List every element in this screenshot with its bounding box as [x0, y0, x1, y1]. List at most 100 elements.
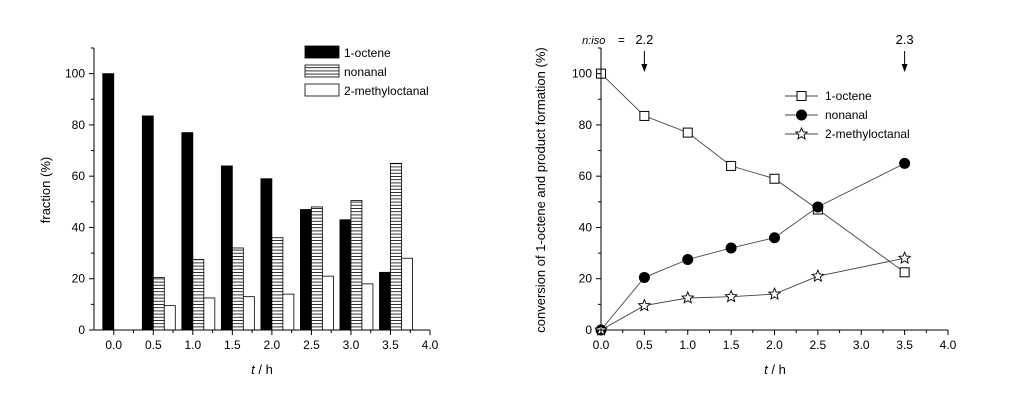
line-x-tick-label: 4.0	[940, 338, 957, 352]
bar-x-tick-label: 1.0	[184, 338, 201, 352]
legend-label-1-octene: 1-octene	[825, 89, 872, 103]
legend-label-2-methyloctanal: 2-methyloctanal	[825, 127, 910, 141]
data-point-2-methyloctanal	[637, 298, 652, 312]
bar-nonanal-3	[350, 200, 363, 331]
bar-1-octene-2	[260, 178, 273, 331]
bar-y-tick-label: 100	[65, 67, 85, 81]
line-chart-annotations: n:iso = 2.2 2.3	[582, 32, 914, 72]
bar-chart-axes: 0.0 0.5 1.0 1.5 2.0 2.5 3.0 3.5 4.0 0 20 40 60 80 100	[65, 47, 439, 352]
bar-x-tick-label: 3.5	[382, 338, 399, 352]
data-point-1-octene	[639, 110, 650, 121]
bar-chart-xlabel: t / h	[251, 362, 273, 377]
legend-label-nonanal: nonanal	[825, 108, 868, 122]
bar-nonanal-2	[271, 237, 284, 331]
legend-marker-1-octene	[796, 91, 807, 101]
bar-2-methyloctanal-0.5	[163, 305, 176, 331]
bar-nonanal-0.5	[152, 277, 165, 331]
data-point-1-octene	[899, 267, 910, 278]
data-point-nonanal	[638, 271, 650, 283]
data-point-nonanal	[682, 254, 694, 265]
bar-x-tick-label: 0.0	[105, 338, 122, 352]
bar-2-methyloctanal-2.5	[322, 275, 334, 331]
annotation-arrow-head	[901, 64, 908, 72]
data-point-1-octene	[769, 173, 780, 184]
line-chart-xlabel: t / h	[764, 362, 786, 377]
line-x-tick-label: 0.5	[636, 338, 653, 352]
bar-chart-xlabel-unit: / h	[255, 362, 273, 377]
line-chart-xlabel-var: t	[764, 362, 769, 377]
legend-swatch-2-methyloctanal	[304, 83, 340, 97]
legend-swatch-1-octene	[304, 45, 340, 59]
bar-y-tick-label: 0	[78, 323, 85, 337]
line-y-tick-label: 100	[572, 67, 592, 81]
annotation-value: 2.2	[635, 32, 653, 47]
bar-chart-ylabel: fraction (%)	[38, 157, 53, 223]
legend-marker-nonanal	[796, 109, 807, 121]
bar-2-methyloctanal-3	[361, 283, 374, 331]
bar-y-tick-label: 40	[72, 220, 86, 234]
line-x-tick-label: 2.0	[766, 338, 783, 352]
bar-x-tick-label: 2.0	[264, 338, 281, 352]
line-y-tick-label: 0	[585, 323, 592, 337]
bar-x-tick-label: 0.5	[145, 338, 162, 352]
line-chart-legend: 1-octene nonanal 2-methyloctanal	[785, 89, 910, 141]
line-chart-ylabel: conversion of 1-octene and product forma…	[533, 47, 548, 332]
bar-nonanal-3.5	[390, 162, 402, 331]
line-x-tick-label: 2.5	[810, 338, 827, 352]
bar-y-tick-label: 20	[72, 272, 86, 286]
bar-chart-legend: 1-octene nonanal 2-methyloctanal	[304, 45, 429, 98]
data-point-2-methyloctanal	[680, 290, 695, 304]
data-point-nonanal	[769, 232, 780, 244]
line-y-tick-label: 60	[579, 169, 593, 183]
legend-label-2-methyloctanal: 2-methyloctanal	[344, 84, 429, 98]
annotation-niso-label: n:iso	[582, 35, 605, 47]
bar-y-tick-label: 80	[72, 118, 86, 132]
data-point-1-octene	[726, 160, 737, 171]
bar-1-octene-1	[181, 132, 194, 331]
bar-y-tick-label: 60	[72, 169, 86, 183]
data-point-nonanal	[725, 242, 737, 254]
data-point-nonanal	[899, 157, 911, 169]
bar-1-octene-0.5	[141, 115, 154, 331]
line-x-tick-label: 3.5	[896, 338, 913, 352]
bar-x-tick-label: 2.5	[303, 338, 320, 352]
bar-chart: 0.0 0.5 1.0 1.5 2.0 2.5 3.0 3.5 4.0020406080100 …	[38, 45, 439, 377]
line-y-tick-label: 80	[579, 118, 593, 132]
line-x-tick-label: 3.0	[853, 338, 870, 352]
bar-nonanal-2.5	[311, 206, 323, 331]
bar-x-tick-label: 1.5	[224, 338, 241, 352]
bar-1-octene-1.5	[220, 165, 233, 331]
line-x-tick-label: 0.0	[593, 338, 610, 352]
data-point-2-methyloctanal	[811, 268, 825, 282]
bar-chart-xlabel-var: t	[251, 362, 256, 377]
annotation-equals: =	[618, 33, 625, 47]
bar-2-methyloctanal-2	[282, 293, 295, 331]
bar-2-methyloctanal-3.5	[401, 257, 413, 331]
line-x-tick-label: 1.0	[679, 338, 696, 352]
legend-label-1-octene: 1-octene	[344, 46, 391, 60]
line-chart-axes: 0.0 0.5 1.0 1.5 2.0 2.5 3.0 3.5 4.0 0 20 40 60 80 100	[572, 47, 957, 352]
line-x-tick-label: 1.5	[723, 338, 740, 352]
legend-marker-2-methyloctanal	[794, 126, 809, 140]
legend-label-nonanal: nonanal	[344, 65, 387, 79]
bar-nonanal-1.5	[231, 247, 244, 331]
annotation-value: 2.3	[896, 32, 914, 47]
line-chart-xlabel-unit: / h	[768, 362, 786, 377]
data-point-nonanal	[812, 201, 824, 213]
bar-x-tick-label: 4.0	[422, 338, 439, 352]
line-y-tick-label: 40	[579, 220, 593, 234]
bar-1-octene-3	[339, 219, 352, 331]
legend-swatch-nonanal	[304, 64, 340, 78]
bar-1-octene-0	[102, 73, 115, 331]
line-series-group	[594, 68, 912, 336]
line-y-tick-label: 20	[579, 272, 593, 286]
bar-group	[102, 73, 413, 331]
bar-nonanal-1	[192, 259, 205, 331]
bar-x-tick-label: 3.0	[343, 338, 360, 352]
data-point-2-methyloctanal	[724, 289, 738, 303]
line-chart: 0.0 0.5 1.0 1.5 2.0 2.5 3.0 3.5 4.0020406080100 …	[533, 32, 957, 377]
data-point-2-methyloctanal	[767, 286, 782, 300]
bar-1-octene-3.5	[379, 271, 391, 331]
bar-2-methyloctanal-1	[203, 297, 216, 331]
